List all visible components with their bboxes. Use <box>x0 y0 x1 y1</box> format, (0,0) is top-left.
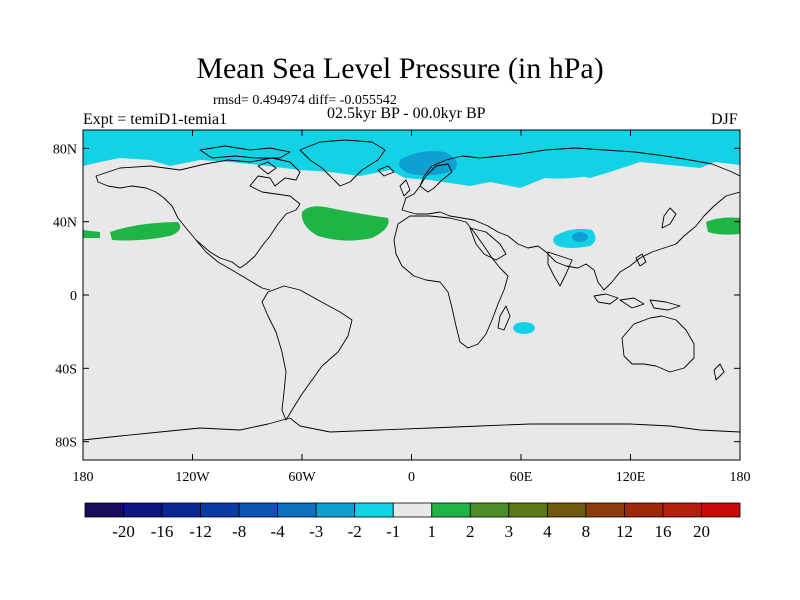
colorbar-swatch <box>84 502 124 518</box>
lon-label: 60W <box>288 470 316 485</box>
antarctica-coast <box>83 417 740 441</box>
colorbar-label: -3 <box>309 522 323 541</box>
arctic-islands-coast <box>199 145 291 159</box>
period-label: 02.5kyr BP - 00.0kyr BP <box>327 105 486 122</box>
colorbar-swatch <box>238 502 279 518</box>
colorbar-swatch <box>585 502 625 518</box>
lat-label: 0 <box>70 289 77 304</box>
season-label: DJF <box>711 111 738 128</box>
colorbar-label: 2 <box>466 522 475 541</box>
greenland-coast <box>299 139 386 187</box>
colorbar-swatch <box>431 502 471 518</box>
colorbar-swatch <box>200 502 240 518</box>
map-title: Mean Sea Level Pressure (in hPa) <box>196 52 604 85</box>
colorbar-swatch <box>354 502 394 518</box>
japan-coast <box>661 207 677 229</box>
colorbar-swatch <box>161 502 201 518</box>
south-america-coast <box>261 285 353 421</box>
colorbar-swatch <box>123 502 163 518</box>
colorbar-label: -4 <box>271 522 286 541</box>
colorbar-label: 8 <box>582 522 591 541</box>
lat-label: 40N <box>53 216 77 231</box>
colorbar-swatch <box>392 502 433 518</box>
map-background <box>83 130 740 460</box>
colorbar-label: 20 <box>693 522 710 541</box>
colorbar-label: 1 <box>428 522 437 541</box>
pacific-positive-anomaly-west <box>706 217 740 235</box>
north-america-coast <box>95 157 301 269</box>
colorbar-label: -1 <box>386 522 400 541</box>
colorbar-labels: -20 -16 -12 -8 -4 -3 -2 -1 1 2 3 4 8 12 16 20 <box>112 522 710 541</box>
arabia-coast <box>469 227 507 261</box>
central-america-coast <box>195 239 271 291</box>
baffin-island-coast <box>257 161 277 175</box>
lat-label: 80N <box>53 142 77 157</box>
lat-label: 40S <box>55 362 77 377</box>
colorbar-swatch <box>315 502 356 518</box>
canada-spot-anomaly <box>313 154 323 162</box>
scandinavia-coast <box>419 163 453 193</box>
colorbar-label: -20 <box>112 522 135 541</box>
australia-coast <box>621 315 695 373</box>
colorbar-swatch <box>624 502 664 518</box>
tibet-core-anomaly <box>572 232 588 242</box>
colorbar-label: -2 <box>348 522 362 541</box>
india-coast <box>547 251 573 287</box>
colorbar-swatch <box>662 502 702 518</box>
lon-label: 180 <box>730 470 751 485</box>
new-zealand-coast <box>713 363 725 381</box>
borneo-coast <box>619 297 645 309</box>
scandinavia-core-anomaly <box>399 151 458 176</box>
pacific-positive-anomaly-edge <box>83 230 100 238</box>
lon-label: 0 <box>408 470 415 485</box>
colorbar-label: 4 <box>543 522 552 541</box>
lon-label: 120W <box>175 470 210 485</box>
eurasia-coast <box>401 147 740 291</box>
iceland-coast <box>377 165 395 177</box>
lon-label: 180 <box>73 470 94 485</box>
experiment-label: Expt = temiD1-temia1 <box>83 111 228 128</box>
colorbar-swatch <box>546 502 587 518</box>
colorbar-label: 3 <box>505 522 514 541</box>
colorbar-swatch <box>469 502 510 518</box>
new-guinea-coast <box>649 299 681 311</box>
colorbar-swatch <box>701 502 741 518</box>
madagascar-coast <box>497 305 511 331</box>
longitude-axis: 180 120W 60W 0 60E 120E 180 <box>73 130 751 485</box>
colorbar-label: 16 <box>654 522 671 541</box>
pacific-positive-anomaly-east <box>110 222 181 241</box>
colorbar-label: -16 <box>151 522 174 541</box>
lon-label: 120E <box>616 470 646 485</box>
philippines-coast <box>635 253 647 267</box>
sumatra-coast <box>593 293 619 305</box>
stats-label: rmsd= 0.494974 diff= -0.055542 <box>213 93 397 108</box>
atlantic-positive-anomaly <box>301 206 389 241</box>
lat-label: 80S <box>55 436 77 451</box>
colorbar-label: -8 <box>232 522 246 541</box>
indian-ocean-negative-anomaly <box>513 322 535 334</box>
colorbar-swatch <box>508 502 548 518</box>
colorbar <box>84 502 741 518</box>
colorbar-label: 12 <box>616 522 633 541</box>
siberia-negative-anomaly <box>517 150 618 179</box>
latitude-axis: 80N 40N 0 40S 80S <box>53 142 740 451</box>
anomaly-shading <box>83 130 740 334</box>
uk-coast <box>399 179 411 197</box>
colorbar-label: -12 <box>189 522 212 541</box>
colorbar-swatch <box>277 502 317 518</box>
coastlines <box>83 139 740 441</box>
lon-label: 60E <box>510 470 533 485</box>
africa-coast <box>393 215 509 349</box>
